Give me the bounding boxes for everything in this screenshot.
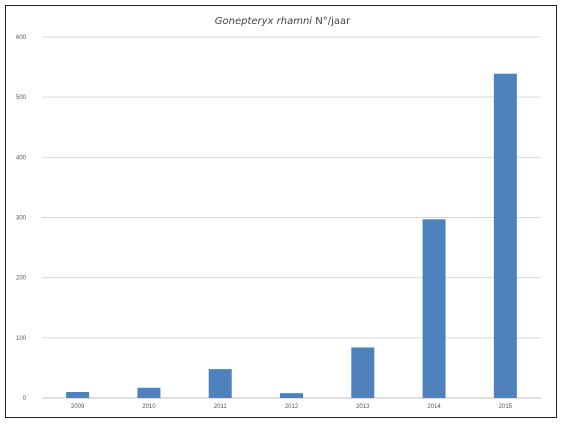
x-tick-label: 2012 <box>285 404 299 410</box>
bar-2013 <box>351 347 375 398</box>
x-tick-label: 2013 <box>356 404 370 410</box>
y-tick-label: 400 <box>16 155 27 161</box>
y-tick-label: 300 <box>16 216 27 222</box>
x-tick-label: 2010 <box>142 404 156 410</box>
chart-title: Gonepteryx rhamni N°/jaar <box>0 16 565 27</box>
x-tick-label: 2009 <box>71 404 85 410</box>
y-tick-label: 0 <box>23 396 27 402</box>
x-tick-label: 2015 <box>499 404 513 410</box>
chart-title-species: Gonepteryx rhamni <box>214 16 313 27</box>
y-tick-label: 200 <box>16 276 27 282</box>
chart-title-unit: N°/jaar <box>312 16 351 27</box>
bar-2010 <box>137 387 161 398</box>
x-tick-label: 2011 <box>214 404 228 410</box>
y-tick-label: 600 <box>16 35 27 41</box>
y-tick-label: 100 <box>16 336 27 342</box>
bar-2014 <box>422 219 446 398</box>
bar-2011 <box>208 369 232 398</box>
y-tick-label: 500 <box>16 95 27 101</box>
bar-2009 <box>66 391 90 398</box>
bar-2012 <box>280 393 303 398</box>
bar-2015 <box>493 73 517 399</box>
x-tick-label: 2014 <box>427 404 441 410</box>
chart-frame <box>5 5 557 418</box>
